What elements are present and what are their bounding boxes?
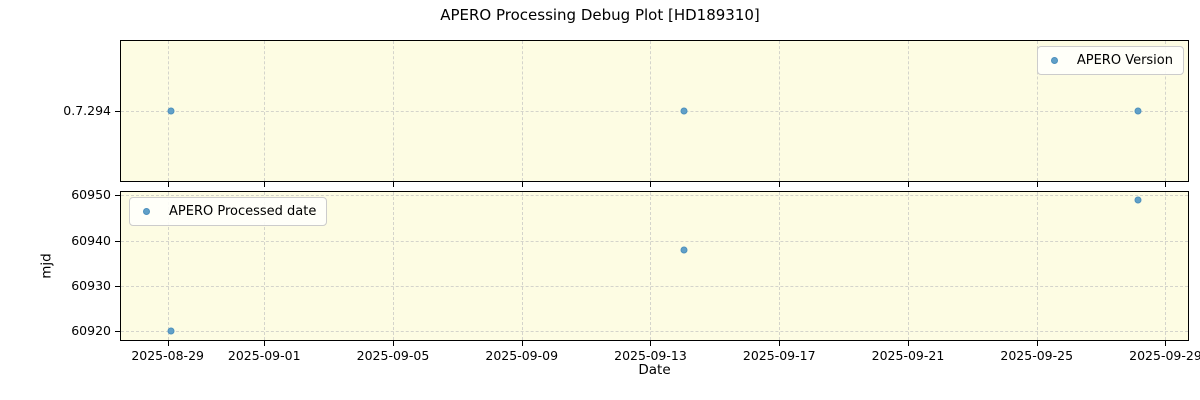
y-tick-label: 60950 [71,187,111,203]
x-tick-mark [264,182,266,187]
x-tick-mark [521,182,523,187]
x-tick-label: 2025-09-29 [1129,348,1200,363]
x-tick-label: 2025-08-29 [131,348,204,363]
x-tick-mark [907,182,909,187]
grid-line-vertical [167,192,169,340]
y-tick-label: 60920 [71,322,111,338]
x-tick-mark [521,341,523,346]
grid-line-vertical [1036,192,1038,340]
grid-line-horizontal [121,285,1188,287]
x-tick-label: 2025-09-25 [1000,348,1074,363]
x-tick-mark [167,341,169,346]
grid-line-horizontal [121,330,1188,332]
y-tick-mark [115,111,120,112]
x-tick-label: 2025-09-09 [485,348,559,363]
x-tick-label: 2025-09-01 [227,348,301,363]
x-tick-mark [650,182,652,187]
x-tick-label: 2025-09-17 [742,348,816,363]
grid-line-vertical [650,192,652,340]
x-tick-label: 2025-09-21 [871,348,945,363]
grid-line-vertical [392,192,394,340]
x-tick-mark [1165,341,1167,346]
chart-title: APERO Processing Debug Plot [HD189310] [440,6,760,24]
legend-label: APERO Version [1076,53,1173,68]
x-tick-mark [392,341,394,346]
version-legend: APERO Version [1036,46,1184,75]
x-tick-mark [779,341,781,346]
x-tick-label: 2025-09-05 [356,348,430,363]
version-panel-plot-area: APERO Version 0.7.294 [63,40,1189,187]
processed-date-legend: APERO Processed date [129,197,328,226]
data-point [167,107,175,115]
x-tick-mark [907,341,909,346]
x-tick-mark [264,341,266,346]
data-point [1134,107,1142,115]
grid-line-vertical [1165,192,1167,340]
x-tick-mark [1165,182,1167,187]
data-point [1134,196,1142,204]
data-point [680,107,688,115]
grid-line-vertical [907,192,909,340]
x-tick-mark [650,341,652,346]
grid-line-horizontal [121,111,1188,112]
y-tick-label: 0.7.294 [63,103,111,119]
y-tick-mark [115,330,120,332]
legend-marker-dot-icon [143,208,150,215]
x-tick-mark [779,182,781,187]
x-tick-mark [1036,341,1038,346]
y-axis-label-mjd: mjd [39,253,56,279]
x-tick-mark [167,182,169,187]
data-point [680,246,688,254]
y-tick-mark [115,240,120,242]
processed-date-panel-plot-area: APERO Processed date 2025-08-29 2025-09-0… [71,188,1200,363]
grid-line-vertical [779,192,781,340]
legend-marker-dot-icon [1050,57,1058,64]
grid-line-vertical [264,192,266,340]
y-tick-label: 60940 [71,232,111,248]
legend-label: APERO Processed date [169,204,317,219]
x-tick-mark [392,182,394,187]
data-point [167,327,175,335]
x-axis-label-date: Date [638,362,671,378]
grid-line-horizontal [121,240,1188,242]
x-tick-label: 2025-09-13 [614,348,687,363]
grid-line-horizontal [121,195,1188,197]
y-tick-label: 60930 [71,277,111,293]
grid-line-vertical [521,192,523,340]
y-tick-mark [115,285,120,287]
x-tick-mark [1036,182,1038,187]
y-tick-mark [115,195,120,197]
